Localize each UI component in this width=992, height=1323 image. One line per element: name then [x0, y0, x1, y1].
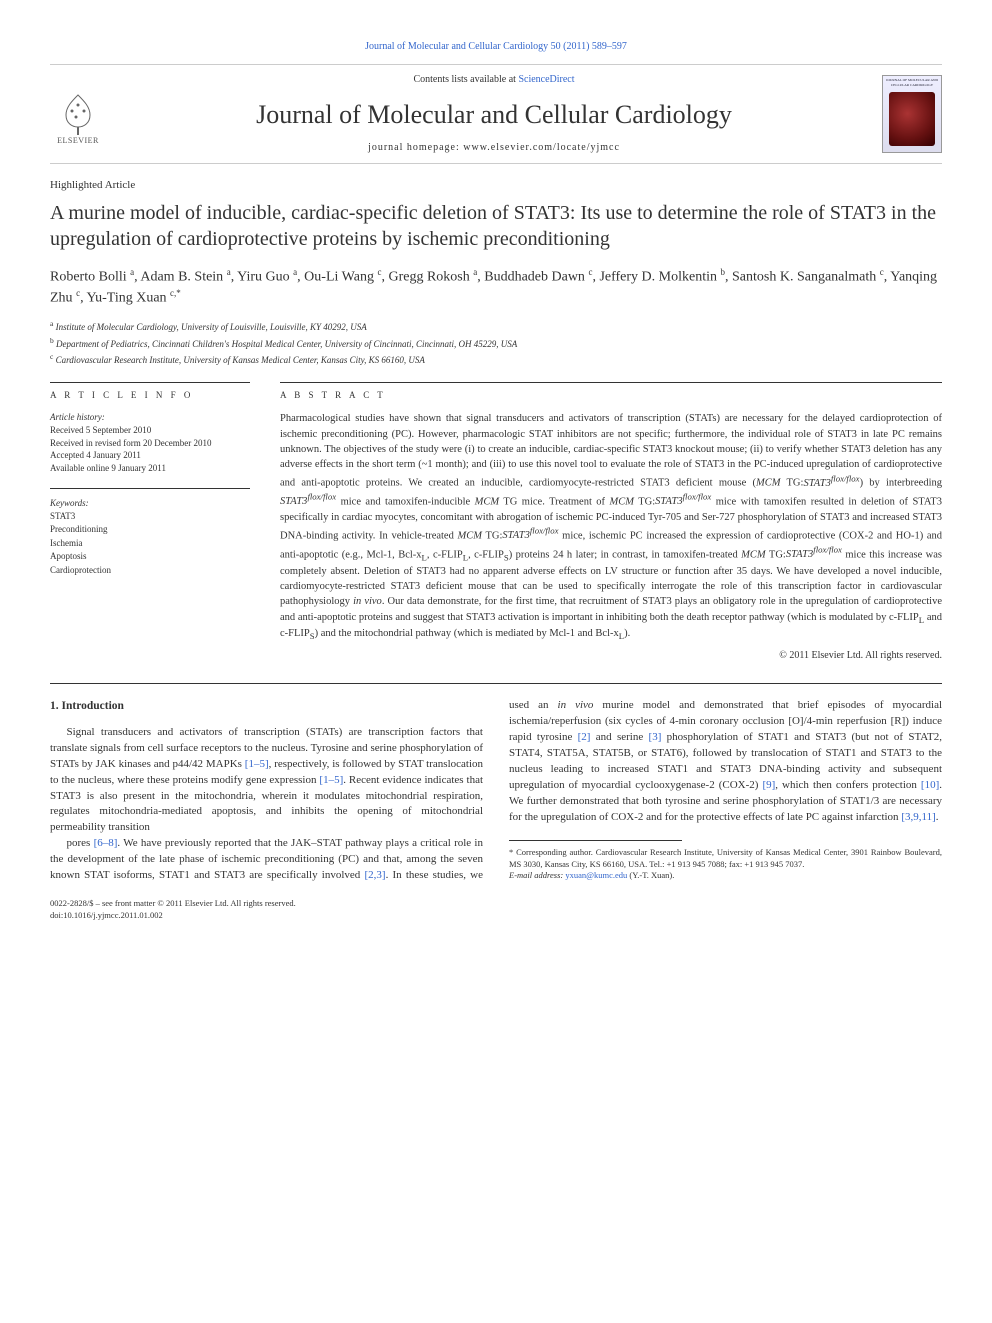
sciencedirect-link[interactable]: ScienceDirect — [518, 74, 574, 85]
email-suffix: (Y.-T. Xuan). — [629, 870, 674, 880]
footnotes: * Corresponding author. Cardiovascular R… — [509, 847, 942, 883]
article-info-column: A R T I C L E I N F O Article history: R… — [50, 382, 250, 663]
issue-reference-link[interactable]: Journal of Molecular and Cellular Cardio… — [365, 41, 627, 52]
abstract-copyright: © 2011 Elsevier Ltd. All rights reserved… — [280, 649, 942, 663]
keywords-heading: Keywords: — [50, 497, 250, 510]
abstract-label: A B S T R A C T — [280, 389, 942, 402]
abstract-column: A B S T R A C T Pharmacological studies … — [280, 382, 942, 663]
contents-prefix: Contents lists available at — [413, 74, 518, 85]
keyword: STAT3 — [50, 510, 250, 524]
article-type: Highlighted Article — [50, 178, 942, 193]
cover-image — [889, 92, 935, 146]
masthead-center: Contents lists available at ScienceDirec… — [120, 73, 868, 155]
publication-footer: 0022-2828/$ – see front matter © 2011 El… — [50, 898, 942, 922]
history-line: Received in revised form 20 December 201… — [50, 437, 250, 450]
cover-caption: JOURNAL OF MOLECULAR AND CELLULAR CARDIO… — [885, 78, 939, 88]
journal-cover-thumbnail: JOURNAL OF MOLECULAR AND CELLULAR CARDIO… — [882, 75, 942, 153]
affiliation: b Department of Pediatrics, Cincinnati C… — [50, 335, 942, 352]
masthead: ELSEVIER Contents lists available at Sci… — [50, 64, 942, 164]
issue-reference: Journal of Molecular and Cellular Cardio… — [50, 40, 942, 54]
contents-line: Contents lists available at ScienceDirec… — [120, 73, 868, 87]
affiliation: a Institute of Molecular Cardiology, Uni… — [50, 318, 942, 335]
article-title: A murine model of inducible, cardiac-spe… — [50, 200, 942, 252]
issue-volpages: 50 (2011) 589–597 — [551, 41, 627, 52]
journal-name: Journal of Molecular and Cellular Cardio… — [120, 97, 868, 133]
section-heading: 1. Introduction — [50, 698, 483, 715]
author-list: Roberto Bolli a, Adam B. Stein a, Yiru G… — [50, 266, 942, 309]
issue-journal: Journal of Molecular and Cellular Cardio… — [365, 41, 548, 52]
footnote-separator — [509, 840, 682, 841]
corresponding-footnote: * Corresponding author. Cardiovascular R… — [509, 847, 942, 871]
publisher-logo: ELSEVIER — [50, 82, 106, 146]
email-link[interactable]: yxuan@kumc.edu — [565, 870, 627, 880]
journal-homepage: journal homepage: www.elsevier.com/locat… — [120, 141, 868, 155]
doi-line: doi:10.1016/j.yjmcc.2011.01.002 — [50, 910, 296, 922]
email-label: E-mail address: — [509, 870, 563, 880]
info-divider — [50, 488, 250, 489]
body-paragraph: Signal transducers and activators of tra… — [50, 725, 483, 837]
affiliation: c Cardiovascular Research Institute, Uni… — [50, 351, 942, 368]
body-columns: 1. Introduction Signal transducers and a… — [50, 698, 942, 884]
keyword: Cardioprotection — [50, 564, 250, 578]
elsevier-tree-icon — [58, 91, 98, 135]
keyword: Ischemia — [50, 537, 250, 551]
email-footnote: E-mail address: yxuan@kumc.edu (Y.-T. Xu… — [509, 870, 942, 882]
keyword: Preconditioning — [50, 523, 250, 537]
article-history: Article history: Received 5 September 20… — [50, 411, 250, 474]
history-line: Available online 9 January 2011 — [50, 462, 250, 475]
publisher-logo-text: ELSEVIER — [57, 135, 99, 146]
front-matter-line: 0022-2828/$ – see front matter © 2011 El… — [50, 898, 296, 910]
history-heading: Article history: — [50, 411, 250, 424]
abstract-text: Pharmacological studies have shown that … — [280, 411, 942, 643]
keywords-block: Keywords: STAT3PreconditioningIschemiaAp… — [50, 497, 250, 577]
history-line: Received 5 September 2010 — [50, 424, 250, 437]
keyword: Apoptosis — [50, 550, 250, 564]
article-info-label: A R T I C L E I N F O — [50, 389, 250, 402]
affiliations: a Institute of Molecular Cardiology, Uni… — [50, 318, 942, 368]
history-line: Accepted 4 January 2011 — [50, 449, 250, 462]
section-divider — [50, 683, 942, 684]
